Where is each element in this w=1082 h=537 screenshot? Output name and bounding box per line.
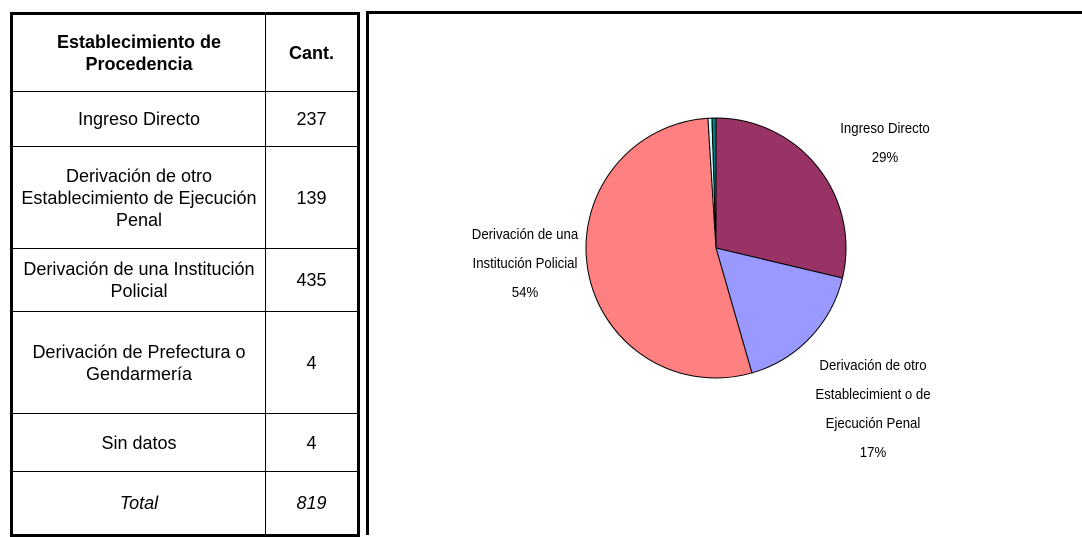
row: Derivación de Prefectura o Gendarmería 4 xyxy=(11,311,359,414)
category-label: Derivación de otro Establecimient o de E… xyxy=(815,357,931,432)
cell: Total xyxy=(11,471,266,536)
value-label: 17% xyxy=(859,444,887,461)
slice-label: Ingreso Directo 29% xyxy=(819,114,951,172)
cell: 139 xyxy=(265,146,359,249)
cell: Sin datos xyxy=(11,413,266,472)
total-row: Total 819 xyxy=(11,471,359,536)
pie-slice xyxy=(585,117,753,379)
rule xyxy=(368,11,1082,14)
value-label: 54% xyxy=(511,284,539,301)
cell: Derivación de otro Establecimiento de Ej… xyxy=(11,146,266,249)
rule xyxy=(366,11,369,535)
label-area: Ingreso Directo 29% Derivación de otro Est… xyxy=(369,14,1082,510)
category-label: Derivación de una Institución Policial xyxy=(471,226,579,272)
cell: Derivación de Prefectura o Gendarmería xyxy=(11,311,266,414)
header-cell: Cant. xyxy=(265,13,359,92)
header-cell: Establecimiento de Procedencia xyxy=(11,13,266,92)
cell: Ingreso Directo xyxy=(11,91,266,147)
value-label: 29% xyxy=(871,149,899,166)
slice-label: Derivación de otro Establecimient o de E… xyxy=(814,351,932,467)
pie-slice xyxy=(715,117,847,279)
row: Ingreso Directo 237 xyxy=(11,91,359,147)
cell: 4 xyxy=(265,311,359,414)
header-row: Establecimiento de Procedencia Cant. xyxy=(11,13,359,92)
slice-label: Derivación de una Institución Policial 54… xyxy=(468,220,582,307)
category-label: Ingreso Directo xyxy=(840,120,930,137)
cell: 819 xyxy=(265,471,359,536)
row: Derivación de una Institución Policial 4… xyxy=(11,248,359,312)
row: Derivación de otro Establecimiento de Ej… xyxy=(11,146,359,249)
data-table: Establecimiento de Procedencia Cant. Ing… xyxy=(10,12,360,537)
pie-slice xyxy=(715,247,844,374)
row: Sin datos 4 xyxy=(11,413,359,472)
cell: 4 xyxy=(265,413,359,472)
cell: 435 xyxy=(265,248,359,312)
cell: Derivación de una Institución Policial xyxy=(11,248,266,312)
pie-slice xyxy=(711,117,717,249)
